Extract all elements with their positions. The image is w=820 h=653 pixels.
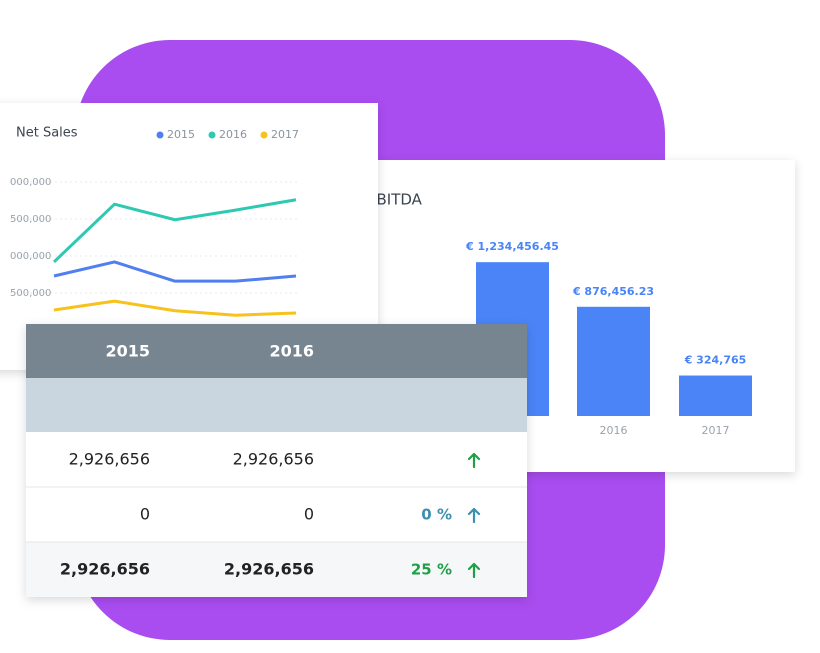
chart-title: Net Sales [16,126,78,141]
cell: 0 [140,505,150,524]
legend-label: 2017 [271,128,299,141]
table-card: 2015 2016 2,926,656 2,926,656 0 0 0 % 2,926,656… [26,324,527,597]
table-header [26,324,527,378]
arrow-icon [467,562,481,579]
legend-label: 2015 [167,128,195,141]
line [52,198,297,264]
change: 25 % [411,561,452,579]
bar [679,375,752,416]
column-header: 2016 [269,342,314,361]
arrow-icon [467,452,481,469]
cell: 2,926,656 [224,560,314,579]
y-tick-label: 000,000 [10,251,51,262]
x-tick-label: 2017 [702,424,730,437]
change: 0 % [421,506,452,524]
legend-dot [208,131,216,139]
row-bg [26,542,527,597]
legend-label: 2016 [219,128,247,141]
value-label: € 1,234,456.45 [465,240,559,253]
y-tick-label: 500,000 [10,288,51,299]
value-label: € 876,456.23 [572,285,654,298]
line [53,260,297,283]
x-tick-label: 2016 [600,424,628,437]
chart-title: EBITDA [367,191,423,209]
value-label: € 324,765 [684,354,747,367]
table-subheader [26,378,527,432]
cell: 2,926,656 [69,450,150,469]
column-header: 2015 [105,342,150,361]
arrow-icon [467,507,481,524]
cell: 2,926,656 [60,560,150,579]
bar [577,306,650,416]
legend-dot [260,131,268,139]
cell: 0 [304,505,314,524]
line [53,299,297,317]
legend-dot [156,131,164,139]
cell: 2,926,656 [233,450,314,469]
y-tick-label: 000,000 [10,177,51,188]
y-tick-label: 500,000 [10,214,51,225]
